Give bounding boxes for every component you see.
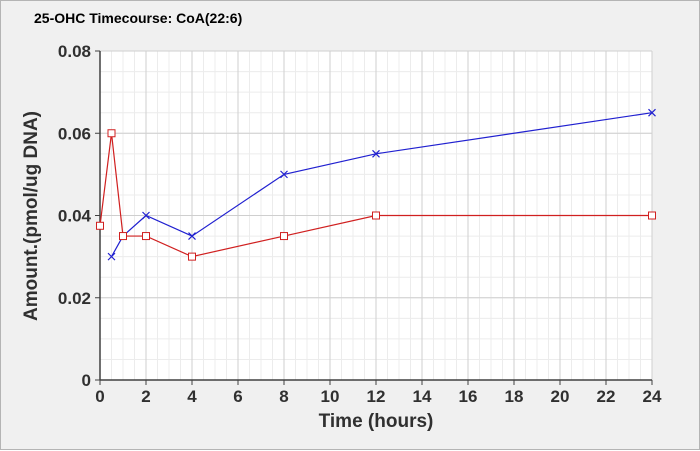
y-ticks: 0 0.02 0.04 0.06 0.08 bbox=[58, 42, 100, 390]
chart-title: 25-OHC Timecourse: CoA(22:6) bbox=[34, 10, 243, 26]
y-tick-label: 0.04 bbox=[58, 207, 92, 226]
series-2 bbox=[96, 129, 656, 261]
x-tick-label: 22 bbox=[597, 387, 616, 406]
y-tick-label: 0.08 bbox=[58, 42, 91, 61]
x-tick-label: 18 bbox=[505, 387, 524, 406]
x-tick-label: 16 bbox=[459, 387, 478, 406]
x-axis-label: Time (hours) bbox=[319, 411, 434, 432]
data-point bbox=[188, 232, 196, 240]
x-ticks: 0 2 4 6 8 10 12 14 16 18 20 22 24 bbox=[95, 380, 662, 406]
data-point bbox=[107, 129, 116, 138]
data-point bbox=[648, 211, 656, 220]
data-point bbox=[142, 211, 150, 220]
x-tick-label: 2 bbox=[141, 387, 150, 406]
x-tick-label: 24 bbox=[643, 387, 662, 406]
data-point bbox=[142, 232, 150, 241]
x-tick-label: 8 bbox=[279, 387, 288, 406]
data-point bbox=[372, 149, 380, 158]
x-tick-label: 12 bbox=[367, 387, 386, 406]
data-point bbox=[107, 252, 116, 261]
x-tick-label: 4 bbox=[187, 387, 197, 406]
data-point bbox=[280, 170, 288, 179]
series-line bbox=[99, 133, 652, 258]
x-tick-label: 0 bbox=[95, 387, 104, 406]
series-layer bbox=[96, 108, 656, 261]
y-axis-label: Amount.(pmol/ug DNA) bbox=[21, 111, 42, 321]
x-tick-label: 14 bbox=[413, 387, 432, 406]
data-point bbox=[188, 252, 196, 261]
data-point bbox=[280, 232, 288, 241]
x-tick-label: 20 bbox=[551, 387, 570, 406]
x-tick-label: 10 bbox=[321, 387, 340, 406]
y-tick-label: 0.02 bbox=[58, 289, 91, 308]
data-point bbox=[96, 221, 104, 230]
y-tick-label: 0 bbox=[82, 371, 91, 390]
data-point bbox=[648, 108, 656, 117]
data-point bbox=[119, 232, 127, 241]
data-point bbox=[372, 211, 380, 220]
x-tick-label: 6 bbox=[233, 387, 242, 406]
y-tick-label: 0.06 bbox=[58, 124, 91, 143]
